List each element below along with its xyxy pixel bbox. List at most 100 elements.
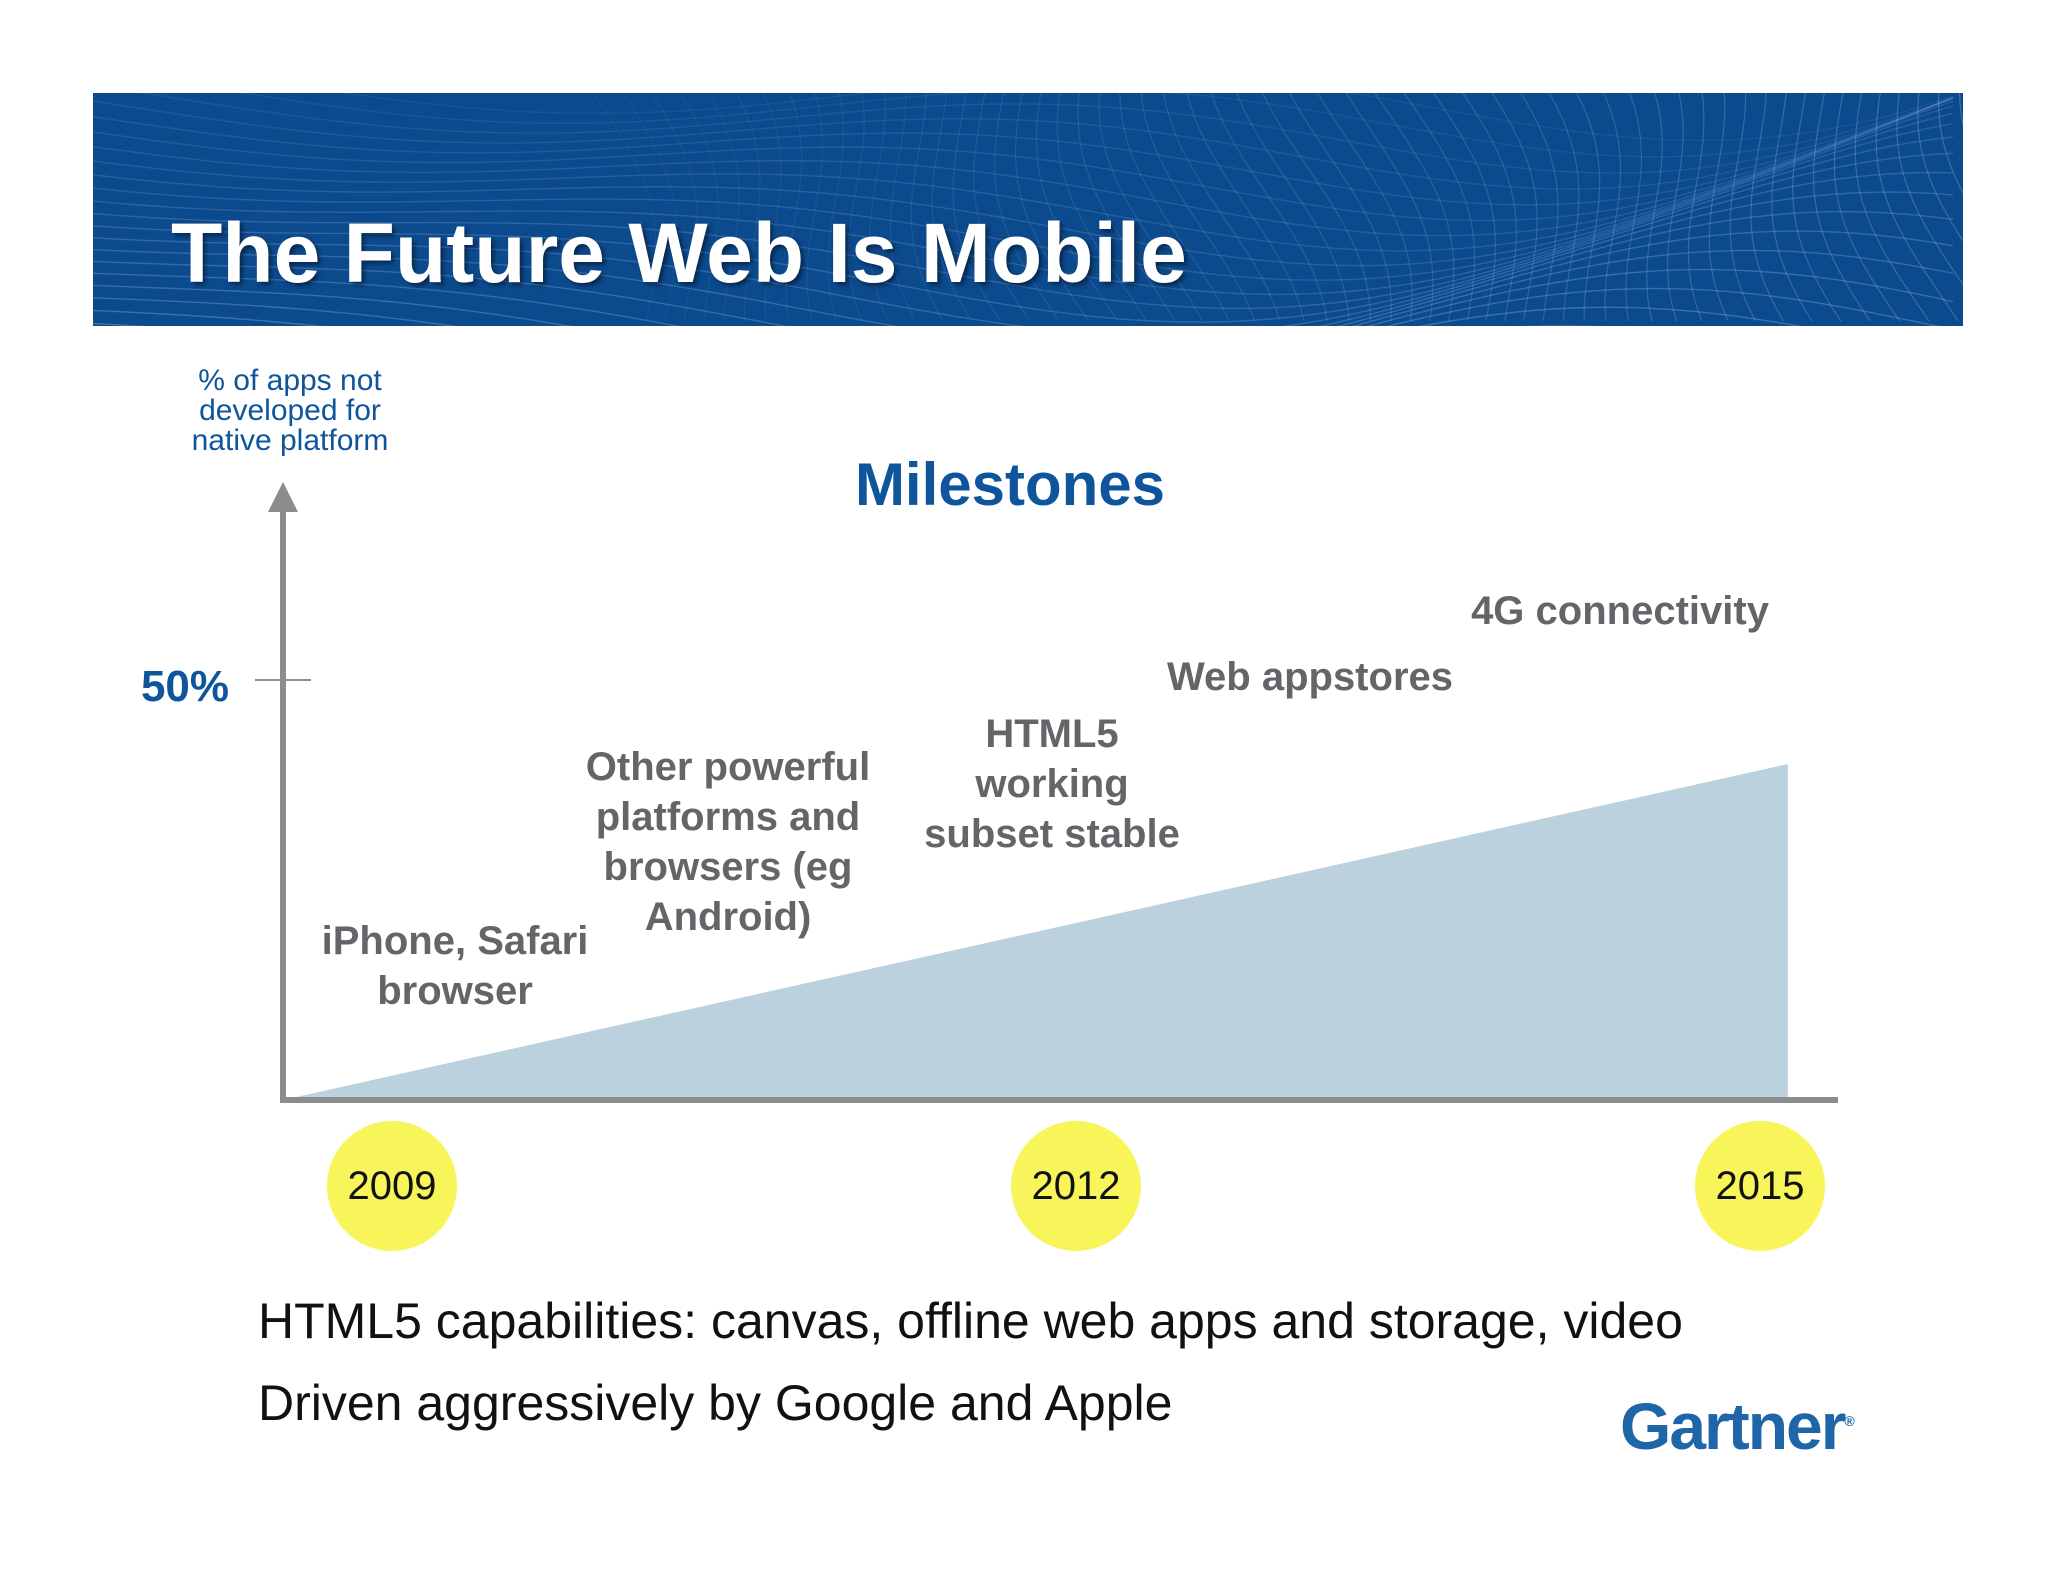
y-axis-label-line: native platform: [191, 424, 389, 457]
mesh-line: [93, 268, 1954, 326]
milestone-4g: 4G connectivity: [1450, 586, 1790, 636]
mesh-line: [762, 93, 782, 322]
mesh-line: [1098, 93, 1203, 322]
mesh-line: [93, 100, 1954, 237]
mesh-line: [1140, 93, 1256, 322]
mesh-line: [621, 93, 678, 322]
bullet-list: HTML5 capabilities: canvas, offline web …: [258, 1280, 1683, 1444]
mesh-line: [93, 96, 1954, 206]
mesh-line: [735, 93, 761, 322]
mesh-line: [93, 211, 1954, 326]
mesh-line: [1289, 93, 1392, 322]
mesh-line: [1462, 93, 1517, 322]
mesh-line: [1163, 93, 1281, 322]
y-axis-label-line: developed for: [199, 394, 381, 427]
mesh-line: [93, 171, 1954, 323]
mesh-line: [1186, 93, 1305, 322]
milestone-line: working: [975, 762, 1129, 806]
wave-mesh-pattern: [93, 93, 1963, 326]
mesh-line: [93, 152, 1954, 310]
y-axis-arrowhead: [268, 482, 298, 512]
mesh-line: [1666, 93, 1684, 322]
mesh-line: [592, 93, 657, 322]
mesh-line: [1210, 93, 1328, 322]
mesh-line: [138, 93, 1954, 174]
mesh-line: [1792, 93, 1842, 322]
mesh-line: [1548, 93, 1580, 322]
milestone-line: Android): [644, 895, 812, 939]
mesh-line: [1056, 93, 1147, 322]
mesh-line: [1875, 93, 1959, 322]
milestone-iphone: iPhone, Safari browser: [305, 916, 605, 1016]
mesh-line: [651, 93, 699, 322]
mesh-line: [1345, 93, 1434, 322]
mesh-line: [708, 93, 740, 322]
mesh-line: [1035, 93, 1119, 322]
mesh-line: [931, 93, 973, 322]
year-badge-2012: 2012: [1011, 1121, 1141, 1251]
mesh-line: [1937, 93, 1963, 195]
milestone-line: iPhone, Safari: [321, 919, 589, 963]
mesh-line: [93, 122, 1954, 281]
registered-mark: ®: [1844, 1413, 1855, 1429]
mesh-line: [1896, 93, 1963, 286]
title-banner: The Future Web Is Mobile: [93, 93, 1963, 326]
mesh-line: [1771, 93, 1813, 322]
chart-title: Milestones: [854, 451, 1166, 518]
mesh-line: [1576, 93, 1601, 321]
mesh-line: [93, 136, 1954, 296]
mesh-line: [1833, 93, 1900, 322]
milestone-line: 4G connectivity: [1471, 589, 1769, 633]
gartner-logo: Gartner®: [1620, 1388, 1855, 1464]
mesh-line: [93, 287, 1940, 326]
mesh-line: [868, 93, 889, 322]
mesh-line: [93, 112, 1954, 267]
mesh-line: [1491, 93, 1538, 322]
mesh-line: [340, 93, 1954, 142]
mesh-line: [1403, 93, 1476, 322]
mesh-line: [679, 93, 719, 322]
year-badge-2015: 2015: [1695, 1121, 1825, 1251]
mesh-line: [1625, 93, 1643, 322]
mesh-line: [952, 93, 1001, 322]
mesh-line: [1603, 93, 1622, 322]
mesh-line: [93, 249, 1954, 326]
mesh-line: [1077, 93, 1176, 322]
mesh-line: [1917, 93, 1963, 242]
bullet-item: HTML5 capabilities: canvas, offline web …: [258, 1293, 1683, 1349]
mesh-line: [1374, 93, 1455, 322]
milestone-line: browsers (eg: [603, 845, 853, 889]
mesh-line: [1729, 93, 1757, 322]
mesh-line: [1687, 93, 1705, 322]
y-tick-label: 50%: [140, 662, 230, 711]
mesh-line: [1646, 93, 1663, 322]
milestone-line: Other powerful: [585, 745, 871, 789]
milestone-platforms: Other powerful platforms and browsers (e…: [568, 742, 888, 942]
mesh-line: [1433, 93, 1497, 322]
mesh-line: [93, 105, 1954, 252]
milestone-line: browser: [377, 969, 533, 1013]
mesh-line: [973, 93, 1031, 322]
mesh-line: [785, 93, 803, 322]
mesh-line: [93, 96, 1954, 190]
mesh-line: [994, 93, 1060, 322]
mesh-line: [827, 93, 845, 322]
milestone-line: HTML5: [985, 712, 1119, 756]
mesh-line: [93, 306, 1802, 326]
milestone-appstores: Web appstores: [1150, 652, 1470, 702]
mesh-line: [1119, 93, 1230, 322]
mesh-line: [889, 93, 916, 322]
mesh-line: [1750, 93, 1784, 322]
mesh-line: [93, 191, 1954, 326]
milestone-line: Web appstores: [1167, 655, 1453, 699]
mesh-line: [93, 97, 1954, 222]
mesh-line: [1812, 93, 1871, 322]
logo-text: Gartner: [1620, 1389, 1846, 1463]
slide-title: The Future Web Is Mobile: [171, 206, 1187, 300]
mesh-line: [93, 230, 1954, 326]
mesh-line: [910, 93, 944, 322]
year-badge-2009: 2009: [327, 1121, 457, 1251]
y-axis-label: % of apps not developed for native platf…: [172, 366, 408, 456]
mesh-line: [1236, 93, 1350, 322]
